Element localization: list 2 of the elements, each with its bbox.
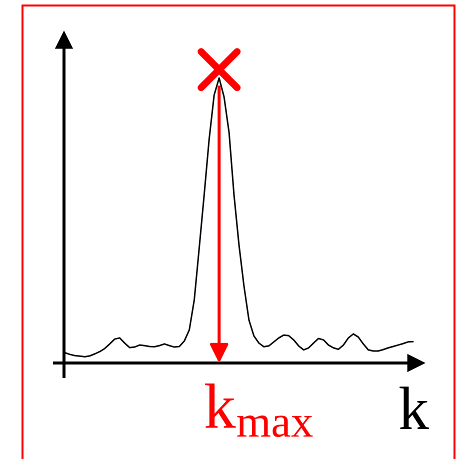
text: k$_{max}$ — [205, 383, 313, 438]
x-axis-title: k — [400, 386, 429, 429]
